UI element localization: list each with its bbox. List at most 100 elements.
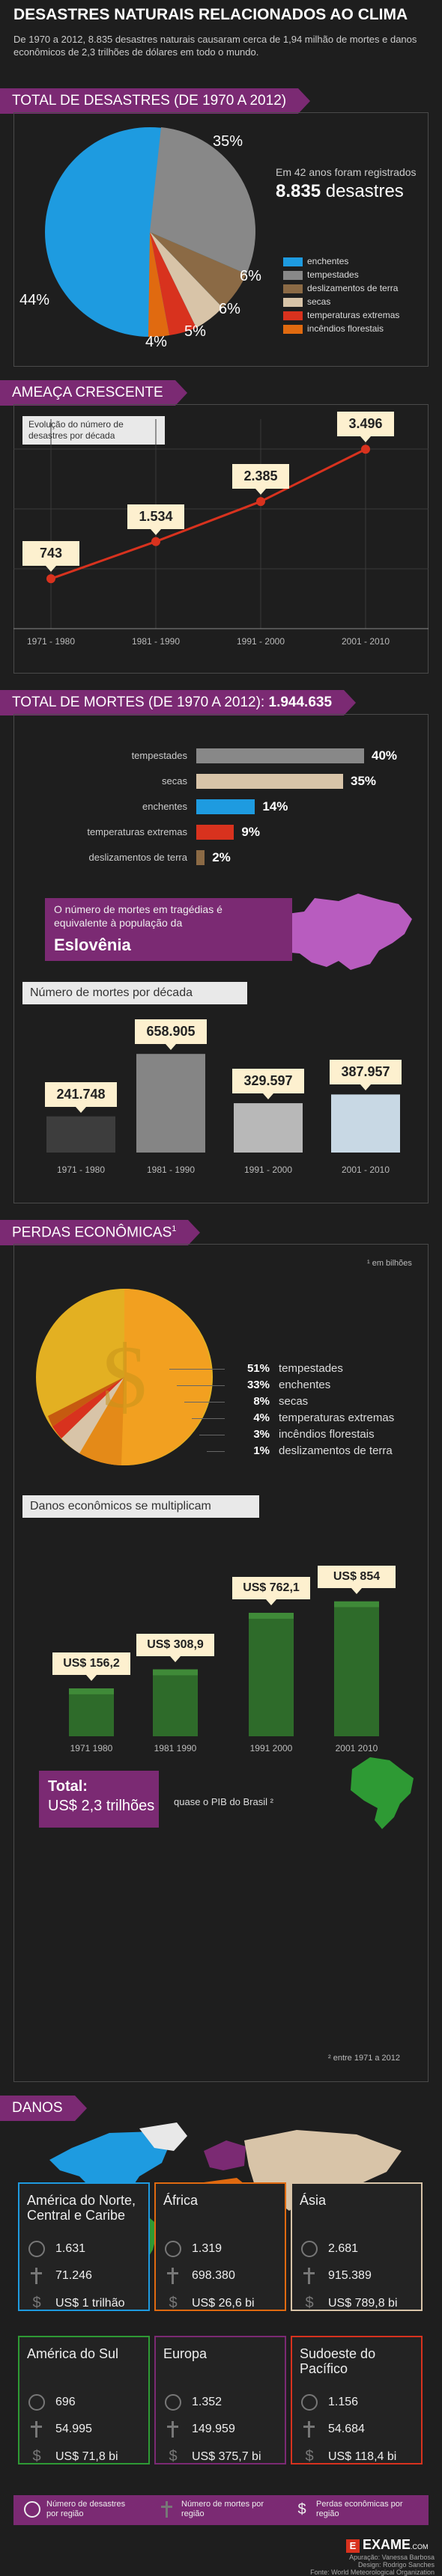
economic-icon: $ xyxy=(169,2295,178,2311)
pie-label-5: 5% xyxy=(184,323,206,340)
death-pct: 40% xyxy=(372,748,398,763)
region-value: 1.352 xyxy=(192,2396,222,2408)
threat-line-chart xyxy=(13,419,429,629)
region-card: Europa 1.352 149.959 $ US$ 375,7 bi xyxy=(154,2336,286,2464)
data-point xyxy=(46,574,55,584)
pie-secas xyxy=(150,232,222,328)
map-north-america xyxy=(49,2131,169,2200)
death-pct: 2% xyxy=(212,850,231,864)
region-value: 149.959 xyxy=(192,2423,235,2435)
region-stat: 1.319 xyxy=(165,2241,222,2257)
tick-label: 1981 1990 xyxy=(154,1743,197,1754)
section-deaths-heading: TOTAL DE MORTES (DE 1970 A 2012): 1.944.… xyxy=(0,690,357,715)
region-stat: $ US$ 375,7 bi xyxy=(165,2448,261,2465)
loss-pct: 1% xyxy=(253,1444,270,1457)
leader-line xyxy=(192,1418,225,1419)
region-value: 54.995 xyxy=(55,2423,92,2435)
region-value: US$ 1 trilhão xyxy=(55,2296,125,2310)
legend-text: Número de desastres por região xyxy=(46,2500,126,2518)
region-stat: 54.684 xyxy=(301,2421,365,2438)
region-card: África 1.319 698.380 $ US$ 26,6 bi xyxy=(154,2182,286,2311)
pib-text: quase o PIB do Brasil ² xyxy=(174,1796,273,1807)
loss-label: enchentes xyxy=(279,1379,331,1391)
tick-label: 1981 - 1990 xyxy=(146,1165,196,1175)
total-count: 8.835 xyxy=(276,181,321,201)
legend-text: Perdas econômicas por região xyxy=(316,2500,403,2518)
slovenia-text: O número de mortes em tragédias é equiva… xyxy=(54,903,222,929)
map-europe xyxy=(204,2140,246,2170)
total-unit: desastres xyxy=(325,181,404,201)
region-name: América do Sul xyxy=(27,2346,119,2361)
region-value: 1.631 xyxy=(55,2242,86,2255)
region-stat: $ US$ 1 trilhão xyxy=(28,2295,125,2312)
total-value: US$ 2,3 trilhões xyxy=(48,1798,155,1814)
deaths-bar-chart xyxy=(46,1054,400,1153)
region-stat: 1.631 xyxy=(28,2241,85,2257)
tick-label: 1971 - 1980 xyxy=(56,1165,106,1175)
tick-label: 2001 - 2010 xyxy=(341,1165,390,1175)
region-card: América do Norte, Central e Caribe 1.631 7… xyxy=(18,2182,150,2311)
deaths-icon xyxy=(301,2268,318,2284)
disasters-pie xyxy=(45,127,255,338)
tick-label: 2001 2010 xyxy=(335,1743,378,1754)
deaths-icon xyxy=(165,2421,181,2438)
data-label: 3.496 xyxy=(337,412,394,443)
data-label: US$ 156,2 xyxy=(52,1652,130,1681)
death-row-label: deslizamentos de terra xyxy=(88,852,187,863)
region-stat: 696 xyxy=(28,2394,76,2411)
death-decade-bar xyxy=(136,1054,205,1153)
data-label: 241.748 xyxy=(45,1081,117,1113)
legend-item-deslizamentos: deslizamentos de terra xyxy=(283,281,399,295)
brazil-map-icon xyxy=(351,1757,414,1829)
footnote: ² entre 1971 a 2012 xyxy=(328,2054,401,2063)
deaths-panel xyxy=(13,714,429,1203)
data-point xyxy=(151,537,160,546)
loss-label: incêndios florestais xyxy=(279,1428,375,1441)
data-point xyxy=(361,445,370,454)
damage-bar xyxy=(334,1607,379,1736)
data-label: 2.385 xyxy=(232,464,289,495)
data-label: 1.534 xyxy=(127,504,184,535)
slovenia-map-icon xyxy=(273,894,412,970)
economic-icon: $ xyxy=(32,2295,41,2311)
legend-item-tempestades: tempestades xyxy=(283,268,399,281)
region-value: 698.380 xyxy=(192,2269,235,2282)
pie-label-6a: 6% xyxy=(240,268,261,284)
total-note: Em 42 anos foram registrados xyxy=(276,166,417,178)
data-label: 387.957 xyxy=(330,1060,402,1091)
tick-label: 1971 - 1980 xyxy=(26,636,76,647)
loss-pct: 3% xyxy=(253,1428,270,1441)
loss-label: tempestades xyxy=(279,1362,343,1375)
region-card: Sudoeste do Pacífico 1.156 54.684 $ US$ 118,… xyxy=(291,2336,423,2464)
leader-line xyxy=(169,1369,225,1370)
damage-bar xyxy=(153,1675,198,1736)
footer-brand: E EXAME.COM xyxy=(346,2537,429,2553)
region-stat: 1.156 xyxy=(301,2394,358,2411)
deaths-icon xyxy=(301,2421,318,2438)
death-decade-bar xyxy=(46,1116,115,1153)
deaths-icon xyxy=(28,2268,45,2284)
total-label: Total: xyxy=(48,1778,88,1795)
death-bar xyxy=(196,774,343,789)
footer-credit-2: Design: Rodrigo Sanches xyxy=(357,2561,435,2569)
data-label: 743 xyxy=(22,541,79,573)
tick-label: 1991 2000 xyxy=(249,1743,293,1754)
loss-label: temperaturas extremas xyxy=(279,1411,395,1424)
threat-panel xyxy=(13,404,429,674)
economic-icon: $ xyxy=(305,2295,314,2311)
deaths-icon xyxy=(165,2268,181,2284)
loss-pct: 8% xyxy=(253,1395,270,1408)
death-pct: 35% xyxy=(351,774,377,788)
map-greenland xyxy=(139,2122,187,2151)
death-bar xyxy=(196,825,234,840)
total-note-value: 8.835 desastres xyxy=(276,181,404,202)
disasters-icon xyxy=(165,2394,181,2411)
legend-item-secas: secas xyxy=(283,295,399,308)
legend-text: Número de mortes por região xyxy=(181,2500,264,2518)
tick-label: 2001 - 2010 xyxy=(341,636,390,647)
region-stat: 2.681 xyxy=(301,2241,358,2257)
section-threat-heading: AMEAÇA CRESCENTE xyxy=(0,380,187,406)
svg-text:$: $ xyxy=(102,1327,147,1426)
disasters-icon xyxy=(28,2241,45,2257)
slovenia-box xyxy=(45,898,292,961)
